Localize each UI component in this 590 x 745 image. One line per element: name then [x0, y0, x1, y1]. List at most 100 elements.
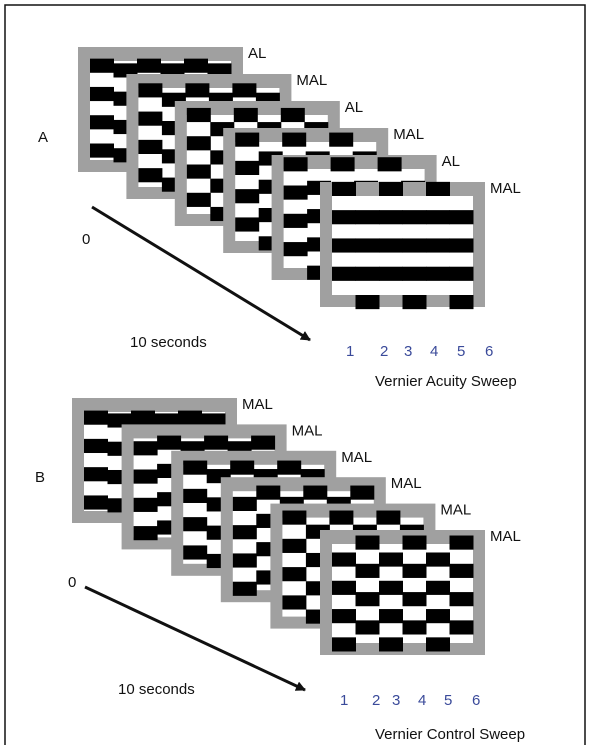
- step-number: 3: [404, 343, 412, 360]
- stripe: [332, 210, 356, 225]
- stripe: [251, 435, 276, 450]
- stripe: [230, 460, 255, 475]
- stimulus-frame: [320, 181, 485, 310]
- stripe: [303, 485, 328, 500]
- stripe: [449, 620, 474, 635]
- stripe: [184, 58, 208, 73]
- stripe: [207, 63, 232, 78]
- stripe: [133, 469, 158, 484]
- time-arrow: [91, 205, 311, 342]
- stripe: [355, 295, 380, 310]
- frame-label: MAL: [490, 528, 521, 545]
- stripe: [355, 266, 380, 281]
- duration-label: 10 seconds: [130, 334, 207, 351]
- stripe: [183, 460, 208, 475]
- stripe: [402, 266, 427, 281]
- stripe: [183, 488, 208, 503]
- frame-label: AL: [248, 45, 266, 62]
- stripe: [355, 210, 380, 225]
- stripe: [232, 496, 257, 511]
- stripe: [138, 83, 163, 98]
- caption: Vernier Control Sweep: [375, 726, 525, 743]
- stripe: [282, 538, 307, 553]
- stripe: [107, 413, 132, 428]
- stripe: [138, 111, 163, 126]
- step-number: 2: [380, 343, 388, 360]
- step-number: 4: [418, 692, 426, 709]
- stripe: [133, 497, 158, 512]
- stripe: [402, 295, 427, 310]
- stripe: [332, 609, 356, 624]
- stripe: [379, 552, 403, 567]
- stripe: [402, 620, 427, 635]
- stripe: [379, 181, 403, 196]
- stripe: [379, 210, 403, 225]
- frame-label: MAL: [440, 502, 471, 519]
- time-arrow: [84, 585, 306, 692]
- step-number: 6: [485, 343, 493, 360]
- stripe: [232, 553, 257, 568]
- stripe: [186, 192, 211, 207]
- stripe: [84, 438, 108, 454]
- stripe: [449, 238, 474, 253]
- stripe: [283, 185, 308, 200]
- stripe: [186, 164, 211, 179]
- frame-label: MAL: [490, 180, 521, 197]
- stripe: [282, 567, 307, 582]
- stripe: [183, 517, 208, 532]
- stripe: [131, 410, 155, 425]
- border: [4, 4, 586, 745]
- stripe: [235, 160, 260, 175]
- stripe: [449, 295, 474, 310]
- stripe: [449, 210, 474, 225]
- step-number: 5: [457, 343, 465, 360]
- stripe: [201, 413, 226, 428]
- stripe: [133, 526, 158, 541]
- stripe: [402, 210, 427, 225]
- stripe: [233, 107, 258, 123]
- stripe: [332, 238, 356, 253]
- step-number: 3: [392, 692, 400, 709]
- stripe: [379, 609, 403, 624]
- stripe: [426, 210, 450, 225]
- stripe: [283, 157, 308, 172]
- stripe: [402, 563, 427, 578]
- frame-label: MAL: [242, 396, 273, 413]
- stripe: [449, 563, 474, 578]
- stripe: [402, 592, 427, 607]
- stripe: [426, 238, 450, 253]
- stripe: [329, 510, 354, 525]
- stripe: [235, 189, 260, 204]
- stripe: [204, 435, 229, 450]
- stripe: [426, 552, 450, 567]
- stripe: [329, 132, 354, 147]
- stripe: [426, 580, 450, 595]
- duration-label: 10 seconds: [118, 681, 195, 698]
- stripe: [449, 266, 474, 281]
- stripe: [84, 467, 108, 482]
- stripe: [90, 115, 114, 130]
- stripe: [183, 545, 208, 560]
- stripe: [355, 592, 380, 607]
- stripe: [376, 510, 401, 525]
- frame-label: MAL: [296, 72, 327, 89]
- stripe: [178, 410, 202, 425]
- stimulus-frame: [320, 530, 485, 655]
- stripe: [232, 83, 257, 98]
- panel-label: B: [35, 469, 45, 486]
- stripe: [232, 581, 257, 596]
- stripe: [379, 637, 403, 652]
- stripe: [185, 83, 210, 98]
- stripe: [84, 410, 108, 425]
- stripe: [332, 580, 356, 595]
- stripe: [277, 460, 302, 475]
- stripe: [235, 132, 260, 147]
- stripe: [379, 266, 403, 281]
- stripe: [426, 266, 450, 281]
- stripe: [332, 552, 356, 567]
- stripe: [332, 181, 356, 196]
- stripe: [283, 213, 308, 228]
- stripe: [90, 58, 114, 73]
- stripe: [449, 592, 474, 607]
